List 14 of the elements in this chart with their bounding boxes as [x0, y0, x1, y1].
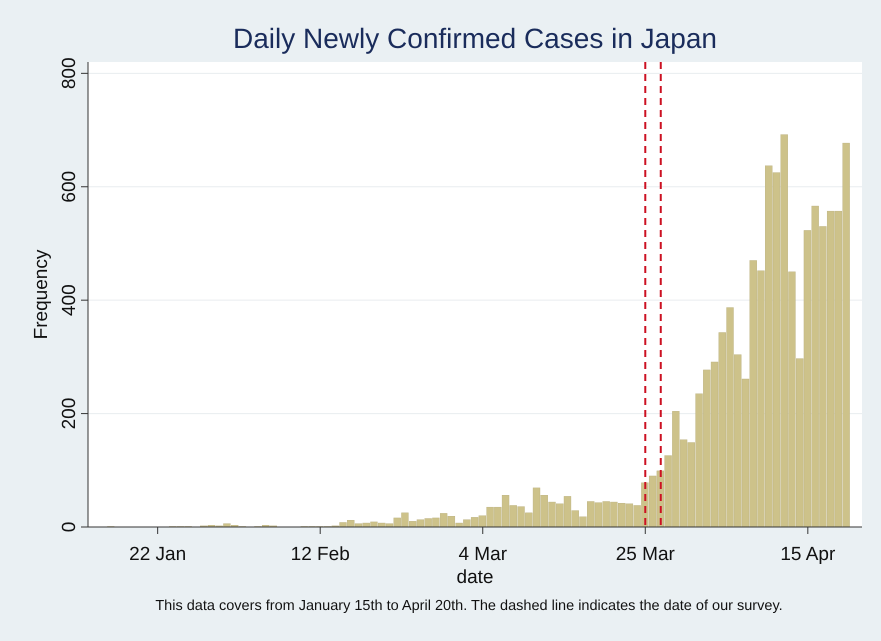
x-tick-label: 22 Jan — [129, 544, 186, 565]
y-tick-label: 800 — [59, 57, 80, 90]
x-tick-label: 12 Feb — [290, 544, 350, 565]
y-tick-label: 0 — [59, 522, 80, 532]
text: This data covers from January 15th to April 20th. The dashed line indicates the date of our survey. — [155, 598, 783, 614]
y-tick-label: 400 — [59, 284, 80, 316]
y-tick-label: 600 — [59, 170, 80, 203]
x-axis-title: date — [456, 567, 494, 588]
x-tick-label: 15 Apr — [780, 544, 836, 565]
y-tick-label: 200 — [59, 398, 80, 430]
chart-title: Daily Newly Confirmed Cases in Japan — [233, 23, 717, 54]
y-axis-title: Frequency — [31, 249, 52, 340]
x-tick-label: 4 Mar — [458, 544, 508, 565]
x-tick-label: 25 Mar — [616, 544, 676, 565]
